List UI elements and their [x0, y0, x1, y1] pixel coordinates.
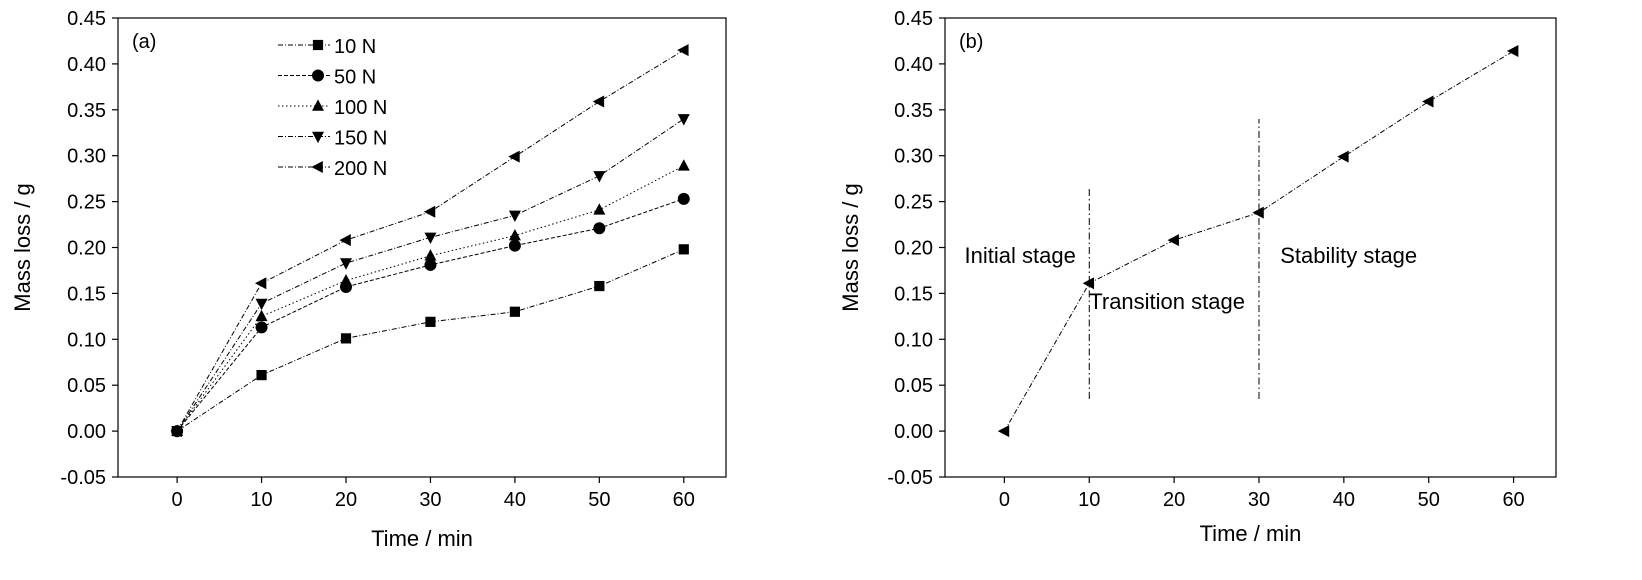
series-line — [176, 118, 685, 432]
data-point — [255, 298, 268, 311]
data-point — [508, 210, 521, 222]
y-tick-label: 0.25 — [894, 192, 933, 214]
legend-label: 50 N — [334, 67, 376, 89]
y-tick-label: 0.15 — [67, 283, 106, 305]
stage-annotation: Transition stage — [1089, 289, 1245, 314]
legend-marker — [312, 99, 324, 111]
stage-annotation: Stability stage — [1280, 243, 1417, 268]
data-point — [425, 316, 436, 327]
y-tick-label: 0.15 — [894, 283, 933, 305]
x-tick-label: 30 — [1248, 489, 1270, 511]
y-tick-label: 0.40 — [67, 54, 106, 76]
data-point — [339, 234, 351, 247]
data-point — [593, 171, 606, 183]
x-tick-label: 10 — [250, 489, 272, 511]
data-point — [1252, 206, 1264, 219]
legend-marker — [312, 39, 324, 51]
x-tick-label: 40 — [1333, 489, 1355, 511]
data-point — [1082, 277, 1095, 290]
panel-label: (a) — [132, 31, 156, 53]
stage-annotation: Initial stage — [965, 243, 1076, 268]
x-tick-label: 20 — [335, 489, 357, 511]
legend-marker — [311, 161, 323, 173]
data-point — [508, 150, 520, 163]
data-point — [424, 232, 437, 245]
y-tick-label: 0.30 — [67, 146, 106, 168]
data-point — [256, 370, 267, 381]
y-tick-label: 0.30 — [894, 146, 933, 168]
x-tick-label: 10 — [1078, 489, 1100, 511]
data-point — [424, 249, 437, 261]
y-axis-title: Mass loss / g — [10, 183, 35, 311]
x-tick-label: 60 — [1502, 489, 1524, 511]
panel-label: (b) — [959, 31, 983, 53]
y-tick-label: 0.45 — [67, 8, 106, 30]
data-point — [677, 159, 690, 171]
data-point — [255, 309, 268, 322]
chart-panel-b: 0 10 20 30 40 50 60 -0.05 0.00 0.05 0.10 0.15 0.20 0.… — [838, 8, 1557, 546]
y-tick-label: 0.20 — [67, 238, 106, 260]
data-point — [678, 244, 689, 255]
y-tick-label: 0.35 — [894, 100, 933, 122]
x-tick-label: 0 — [172, 489, 183, 511]
data-point — [1422, 95, 1434, 108]
data-point — [340, 273, 352, 286]
x-tick-label: 20 — [1163, 489, 1185, 511]
x-tick-label: 30 — [419, 489, 441, 511]
x-tick-label: 60 — [673, 489, 695, 511]
x-tick-label: 50 — [1418, 489, 1440, 511]
data-point — [677, 114, 690, 126]
y-tick-label: 0.00 — [894, 421, 933, 443]
legend-label: 10 N — [334, 36, 376, 58]
y-tick-label: 0.40 — [894, 54, 933, 76]
x-axis-title: Time / min — [1200, 521, 1302, 546]
y-tick-label: -0.05 — [887, 467, 933, 489]
data-point — [254, 277, 267, 290]
data-point — [997, 425, 1010, 438]
y-axis-title: Mass loss / g — [838, 183, 863, 311]
data-point — [508, 228, 521, 241]
data-point — [423, 205, 436, 218]
legend-label: 100 N — [334, 97, 387, 119]
data-point — [1167, 234, 1179, 247]
x-tick-label: 50 — [588, 489, 610, 511]
data-point — [509, 306, 520, 317]
y-tick-label: -0.05 — [60, 467, 106, 489]
y-tick-label: 0.05 — [894, 375, 933, 397]
data-point — [340, 333, 352, 344]
data-point — [677, 44, 689, 57]
data-point — [340, 258, 352, 270]
data-point — [255, 321, 268, 334]
data-point — [508, 239, 521, 252]
data-point — [170, 425, 182, 438]
data-point — [424, 258, 437, 271]
y-tick-label: 0.00 — [67, 421, 106, 443]
data-point — [593, 222, 606, 235]
chart-panel-a: 0 10 20 30 40 50 60 -0.05 0.00 0.05 0.10 0.15 0.20 0.… — [10, 8, 727, 551]
y-tick-label: 0.45 — [894, 8, 933, 30]
y-tick-label: 0.35 — [67, 100, 106, 122]
data-point — [592, 95, 605, 108]
legend-marker — [312, 69, 324, 82]
legend-label: 150 N — [334, 128, 387, 150]
x-axis-title: Time / min — [371, 526, 473, 551]
data-point — [1506, 45, 1519, 58]
x-tick-label: 40 — [504, 489, 526, 511]
legend-label: 200 N — [334, 158, 387, 180]
series-line — [176, 248, 684, 432]
y-tick-label: 0.10 — [67, 329, 106, 351]
y-tick-label: 0.20 — [894, 238, 933, 260]
legend-marker — [312, 131, 324, 144]
y-tick-label: 0.05 — [67, 375, 106, 397]
y-tick-label: 0.25 — [67, 192, 106, 214]
data-point — [1337, 150, 1349, 163]
data-point — [677, 192, 690, 205]
plot-frame — [117, 17, 727, 478]
data-point — [594, 280, 605, 292]
y-tick-label: 0.10 — [894, 329, 933, 351]
x-tick-label: 0 — [999, 489, 1010, 511]
data-point — [593, 203, 606, 215]
